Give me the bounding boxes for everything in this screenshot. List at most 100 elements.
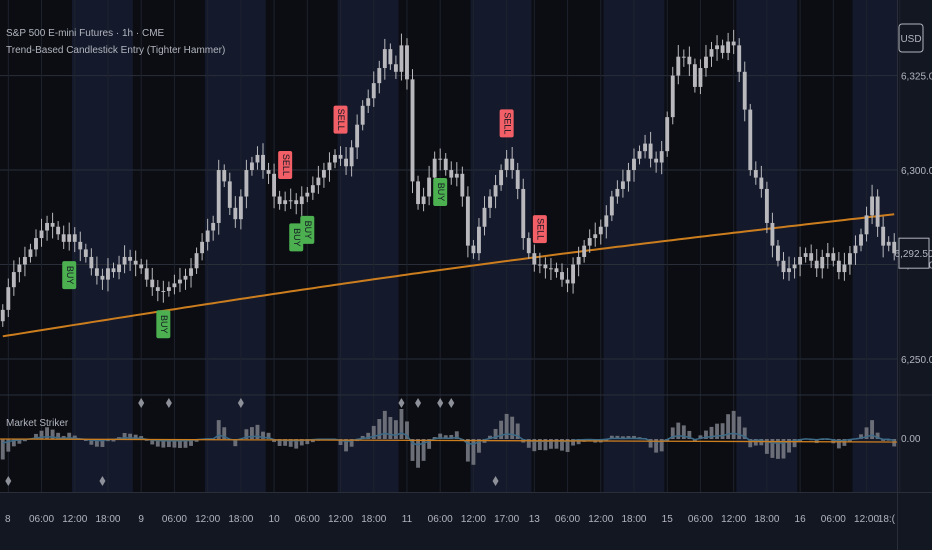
- candle-body: [681, 56, 686, 58]
- candle-body: [100, 275, 105, 280]
- candle-body: [294, 200, 299, 205]
- candle-body: [310, 185, 315, 193]
- candle-body: [321, 170, 326, 178]
- histogram-bar: [133, 434, 138, 439]
- candle-body: [554, 268, 559, 273]
- candle-body: [316, 177, 321, 186]
- time-tick-label: 18:00: [228, 514, 253, 525]
- last-price-badge: [898, 237, 930, 269]
- histogram-bar: [399, 409, 404, 439]
- histogram-bar: [161, 439, 166, 448]
- histogram-bar: [548, 439, 553, 449]
- candle-body: [731, 41, 736, 46]
- candle-body: [698, 68, 703, 87]
- candle-body: [393, 64, 398, 72]
- buy-signal: [289, 223, 304, 252]
- histogram-bar: [166, 439, 171, 448]
- candle-body: [377, 68, 382, 84]
- time-axis[interactable]: 8 06:00 12:00 18:00 9 06:00 12:00 18:00 10 06:00 1…: [5, 514, 896, 525]
- histogram-bar: [704, 430, 708, 439]
- candle-body: [776, 245, 780, 261]
- candle-body: [349, 147, 354, 167]
- histogram-bar: [11, 439, 16, 447]
- candle-body: [720, 45, 725, 53]
- candle-body: [166, 287, 171, 291]
- candle-body: [875, 196, 880, 227]
- histogram-bar: [111, 439, 116, 442]
- candle-body: [161, 290, 166, 292]
- histogram-bar: [338, 439, 343, 445]
- oscillator-title[interactable]: Market Striker: [6, 418, 69, 429]
- diamond-marker: [5, 476, 12, 486]
- histogram-bar: [554, 439, 559, 449]
- sell-signal: [532, 215, 547, 244]
- histogram-bar: [17, 439, 22, 444]
- buy-signal-label: BUY: [159, 315, 169, 334]
- candle-body: [67, 234, 72, 242]
- candle-body: [443, 158, 448, 171]
- moving-average: [2, 213, 895, 338]
- candle-body: [670, 75, 675, 118]
- histogram-bar: [792, 439, 797, 448]
- histogram-bar: [687, 430, 692, 439]
- histogram-bar: [510, 416, 515, 439]
- histogram-bar: [676, 422, 681, 439]
- candle-body: [870, 196, 875, 216]
- histogram-bar: [216, 420, 221, 439]
- candle-body: [155, 287, 160, 291]
- candle-body: [22, 256, 27, 265]
- candle-body: [626, 170, 631, 182]
- histogram-bar: [465, 439, 470, 462]
- price-tick-label: 6,250.00: [901, 355, 932, 366]
- histogram-bar: [172, 439, 177, 448]
- histogram-bar: [255, 424, 260, 439]
- time-tick-label: 06:00: [688, 514, 713, 525]
- candle-body: [620, 181, 625, 189]
- histogram-bar: [222, 427, 227, 439]
- candle-body: [465, 196, 470, 246]
- currency-label: USD: [900, 34, 921, 45]
- symbol-title[interactable]: S&P 500 E-mini Futures · 1h · CME: [6, 28, 165, 39]
- currency-button[interactable]: [898, 23, 924, 53]
- indicator-title[interactable]: Trend-Based Candlestick Entry (Tighter H…: [6, 45, 226, 56]
- candle-body: [471, 245, 476, 254]
- time-tick-label: 06:00: [29, 514, 54, 525]
- candle-body: [150, 279, 155, 288]
- histogram-bar: [870, 420, 875, 439]
- histogram-bar: [659, 439, 664, 452]
- candle-body: [687, 56, 692, 65]
- time-tick-label: 06:00: [555, 514, 580, 525]
- histogram-bar: [233, 439, 238, 447]
- diamond-marker: [99, 476, 106, 486]
- time-tick-label: 16: [795, 514, 807, 525]
- candle-body: [222, 170, 227, 182]
- candle-body: [34, 238, 38, 250]
- buy-signal: [62, 261, 77, 290]
- histogram-bar: [249, 427, 254, 439]
- histogram-bar: [776, 439, 780, 459]
- histogram-bar: [632, 435, 636, 439]
- candle-body: [460, 173, 465, 197]
- histogram-bar: [609, 435, 614, 439]
- candle-body: [178, 279, 182, 284]
- time-tick-label: 12:00: [195, 514, 220, 525]
- histogram-bar: [382, 410, 387, 439]
- histogram-bar: [34, 433, 38, 439]
- candle-body: [526, 238, 531, 254]
- candle-body: [128, 256, 133, 261]
- histogram-bar: [836, 439, 841, 449]
- buy-signal-label: BUY: [303, 221, 313, 240]
- price-tick-label: 6,325.00: [901, 72, 932, 83]
- candle-body: [410, 79, 415, 182]
- histogram-bar: [155, 439, 160, 447]
- diamond-marker: [165, 398, 172, 408]
- buy-signal: [300, 215, 315, 244]
- candle-body: [648, 143, 653, 159]
- time-tick-label: 12:00: [62, 514, 87, 525]
- histogram-bar: [692, 439, 697, 442]
- candle-body: [881, 226, 886, 246]
- candle-body: [438, 158, 443, 160]
- session-band-dark: [132, 0, 205, 492]
- candle-body: [504, 158, 509, 171]
